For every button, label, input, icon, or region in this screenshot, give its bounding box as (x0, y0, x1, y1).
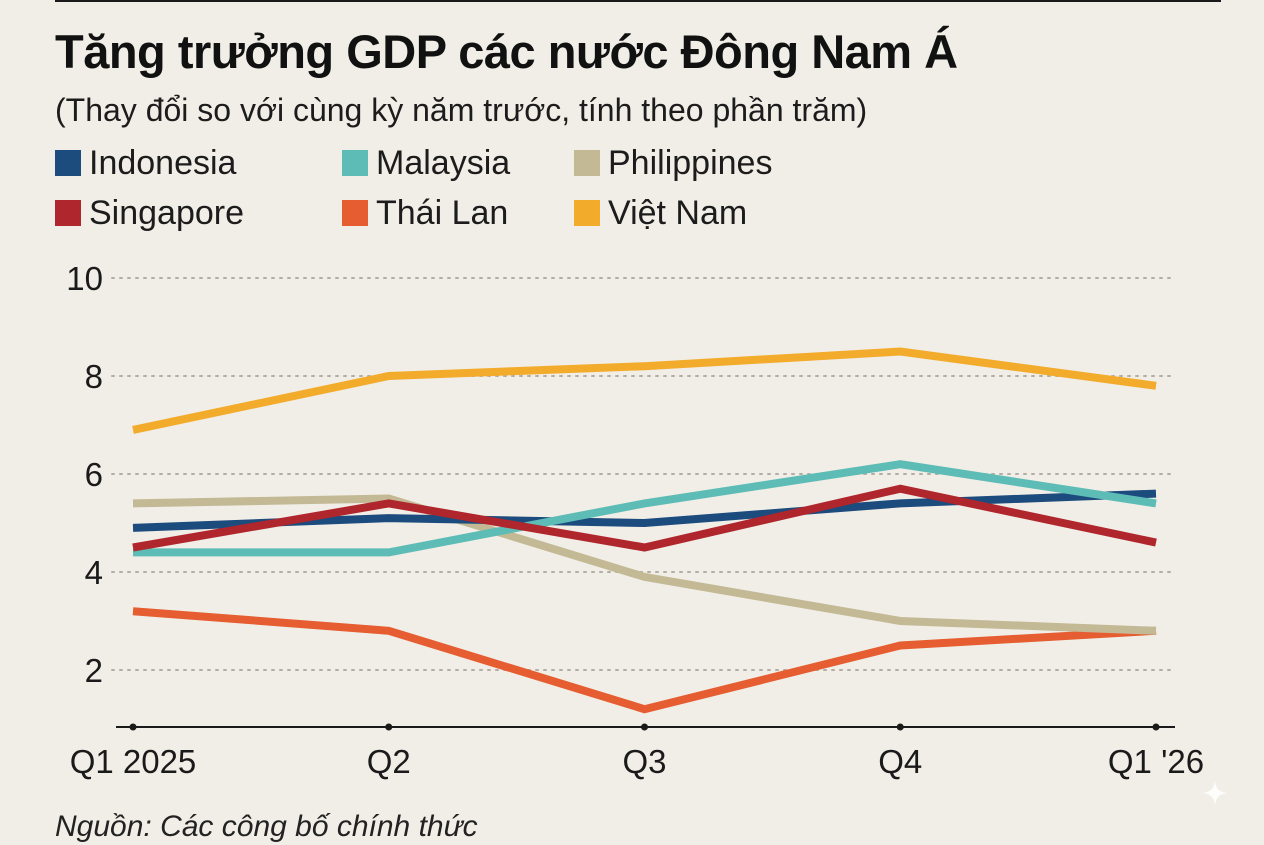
x-tick-label: Q4 (878, 743, 922, 780)
legend-item-indonesia: Indonesia (55, 143, 236, 183)
top-rule (55, 0, 1221, 2)
legend-item-viet-nam: Việt Nam (574, 193, 747, 233)
legend-swatch (574, 150, 600, 176)
legend-label: Malaysia (376, 143, 511, 182)
x-tick-dot (641, 723, 648, 731)
y-tick-label: 6 (85, 456, 103, 493)
legend-item-philippines: Philippines (574, 143, 772, 183)
x-tick-dot (896, 723, 904, 731)
legend-swatch (342, 150, 368, 176)
legend-item-singapore: Singapore (55, 193, 244, 233)
legend-label: Philippines (608, 143, 773, 182)
series-line-singapore (132, 484, 1157, 552)
legend-swatch (55, 200, 81, 226)
legend-item-thai-lan: Thái Lan (342, 193, 508, 233)
legend-label: Việt Nam (608, 193, 748, 232)
legend-swatch (342, 200, 368, 226)
x-tick-label: Q1 2025 (70, 743, 197, 780)
legend-label: Singapore (89, 193, 245, 232)
source-note: Nguồn: Các công bố chính thức (55, 810, 478, 843)
legend-swatch (574, 200, 600, 226)
sparkle-icon (1202, 780, 1228, 806)
x-tick-dot (385, 723, 393, 731)
series-line-thai-lan (132, 607, 1157, 714)
x-tick-dot (129, 723, 137, 731)
x-tick-label: Q1 '26 (1108, 743, 1204, 780)
x-tick-dot (1152, 723, 1160, 731)
x-tick-label: Q2 (367, 743, 411, 780)
y-tick-label: 10 (66, 260, 103, 297)
x-tick-label: Q3 (622, 743, 666, 780)
legend-swatch (55, 150, 81, 176)
chart-title: Tăng trưởng GDP các nước Đông Nam Á (55, 25, 958, 78)
series-line-viet-nam (132, 347, 1157, 434)
legend-label: Thái Lan (376, 193, 509, 232)
y-tick-label: 2 (85, 652, 103, 689)
series-line-malaysia (133, 460, 1157, 557)
chart-subtitle: (Thay đổi so với cùng kỳ năm trước, tính… (55, 92, 868, 128)
legend-label: Indonesia (89, 143, 237, 182)
series-line-philippines (132, 494, 1157, 635)
y-tick-label: 8 (85, 358, 103, 395)
y-tick-label: 4 (85, 554, 103, 591)
legend: Indonesia Malaysia Philippines Singapore Thá… (55, 143, 955, 243)
legend-item-malaysia: Malaysia (342, 143, 510, 183)
